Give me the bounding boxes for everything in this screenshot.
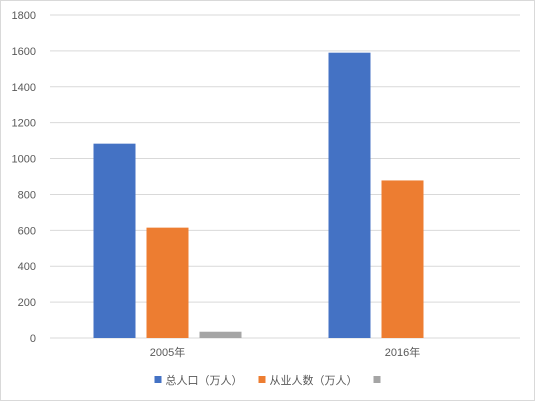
y-tick-label: 1200 <box>12 118 36 130</box>
legend: 总人口（万人） 从业人数（万人） <box>154 373 381 387</box>
y-tick-label: 0 <box>30 333 36 345</box>
legend-label: 从业人数（万人） <box>270 374 358 387</box>
y-axis-tick-labels: 0 200 400 600 800 1000 1200 1400 1600 1800 <box>12 10 36 345</box>
y-tick-label: 1800 <box>12 10 36 22</box>
y-tick-label: 1600 <box>12 46 36 58</box>
legend-item: 从业人数（万人） <box>258 374 358 387</box>
x-tick-label: 2016年 <box>385 345 420 359</box>
legend-label: 总人口（万人） <box>166 373 243 387</box>
y-tick-label: 1400 <box>12 82 36 94</box>
legend-item: 总人口（万人） <box>154 373 243 387</box>
legend-swatch <box>154 376 162 383</box>
bars <box>93 52 424 338</box>
legend-swatch <box>258 376 266 383</box>
y-tick-label: 1000 <box>12 154 36 166</box>
x-axis-tick-labels: 2005年 2016年 <box>150 345 420 359</box>
y-tick-label: 600 <box>18 225 36 237</box>
bar-2-2 <box>381 180 424 338</box>
y-tick-label: 200 <box>18 297 36 309</box>
legend-item <box>373 376 381 383</box>
bar-1-1 <box>93 143 136 338</box>
y-tick-label: 800 <box>18 189 36 201</box>
bar-3-1 <box>199 331 242 338</box>
bar-2-1 <box>146 227 189 338</box>
x-tick-label: 2005年 <box>150 345 185 359</box>
bar-1-2 <box>328 52 371 338</box>
legend-swatch <box>373 376 381 383</box>
y-tick-label: 400 <box>18 261 36 273</box>
